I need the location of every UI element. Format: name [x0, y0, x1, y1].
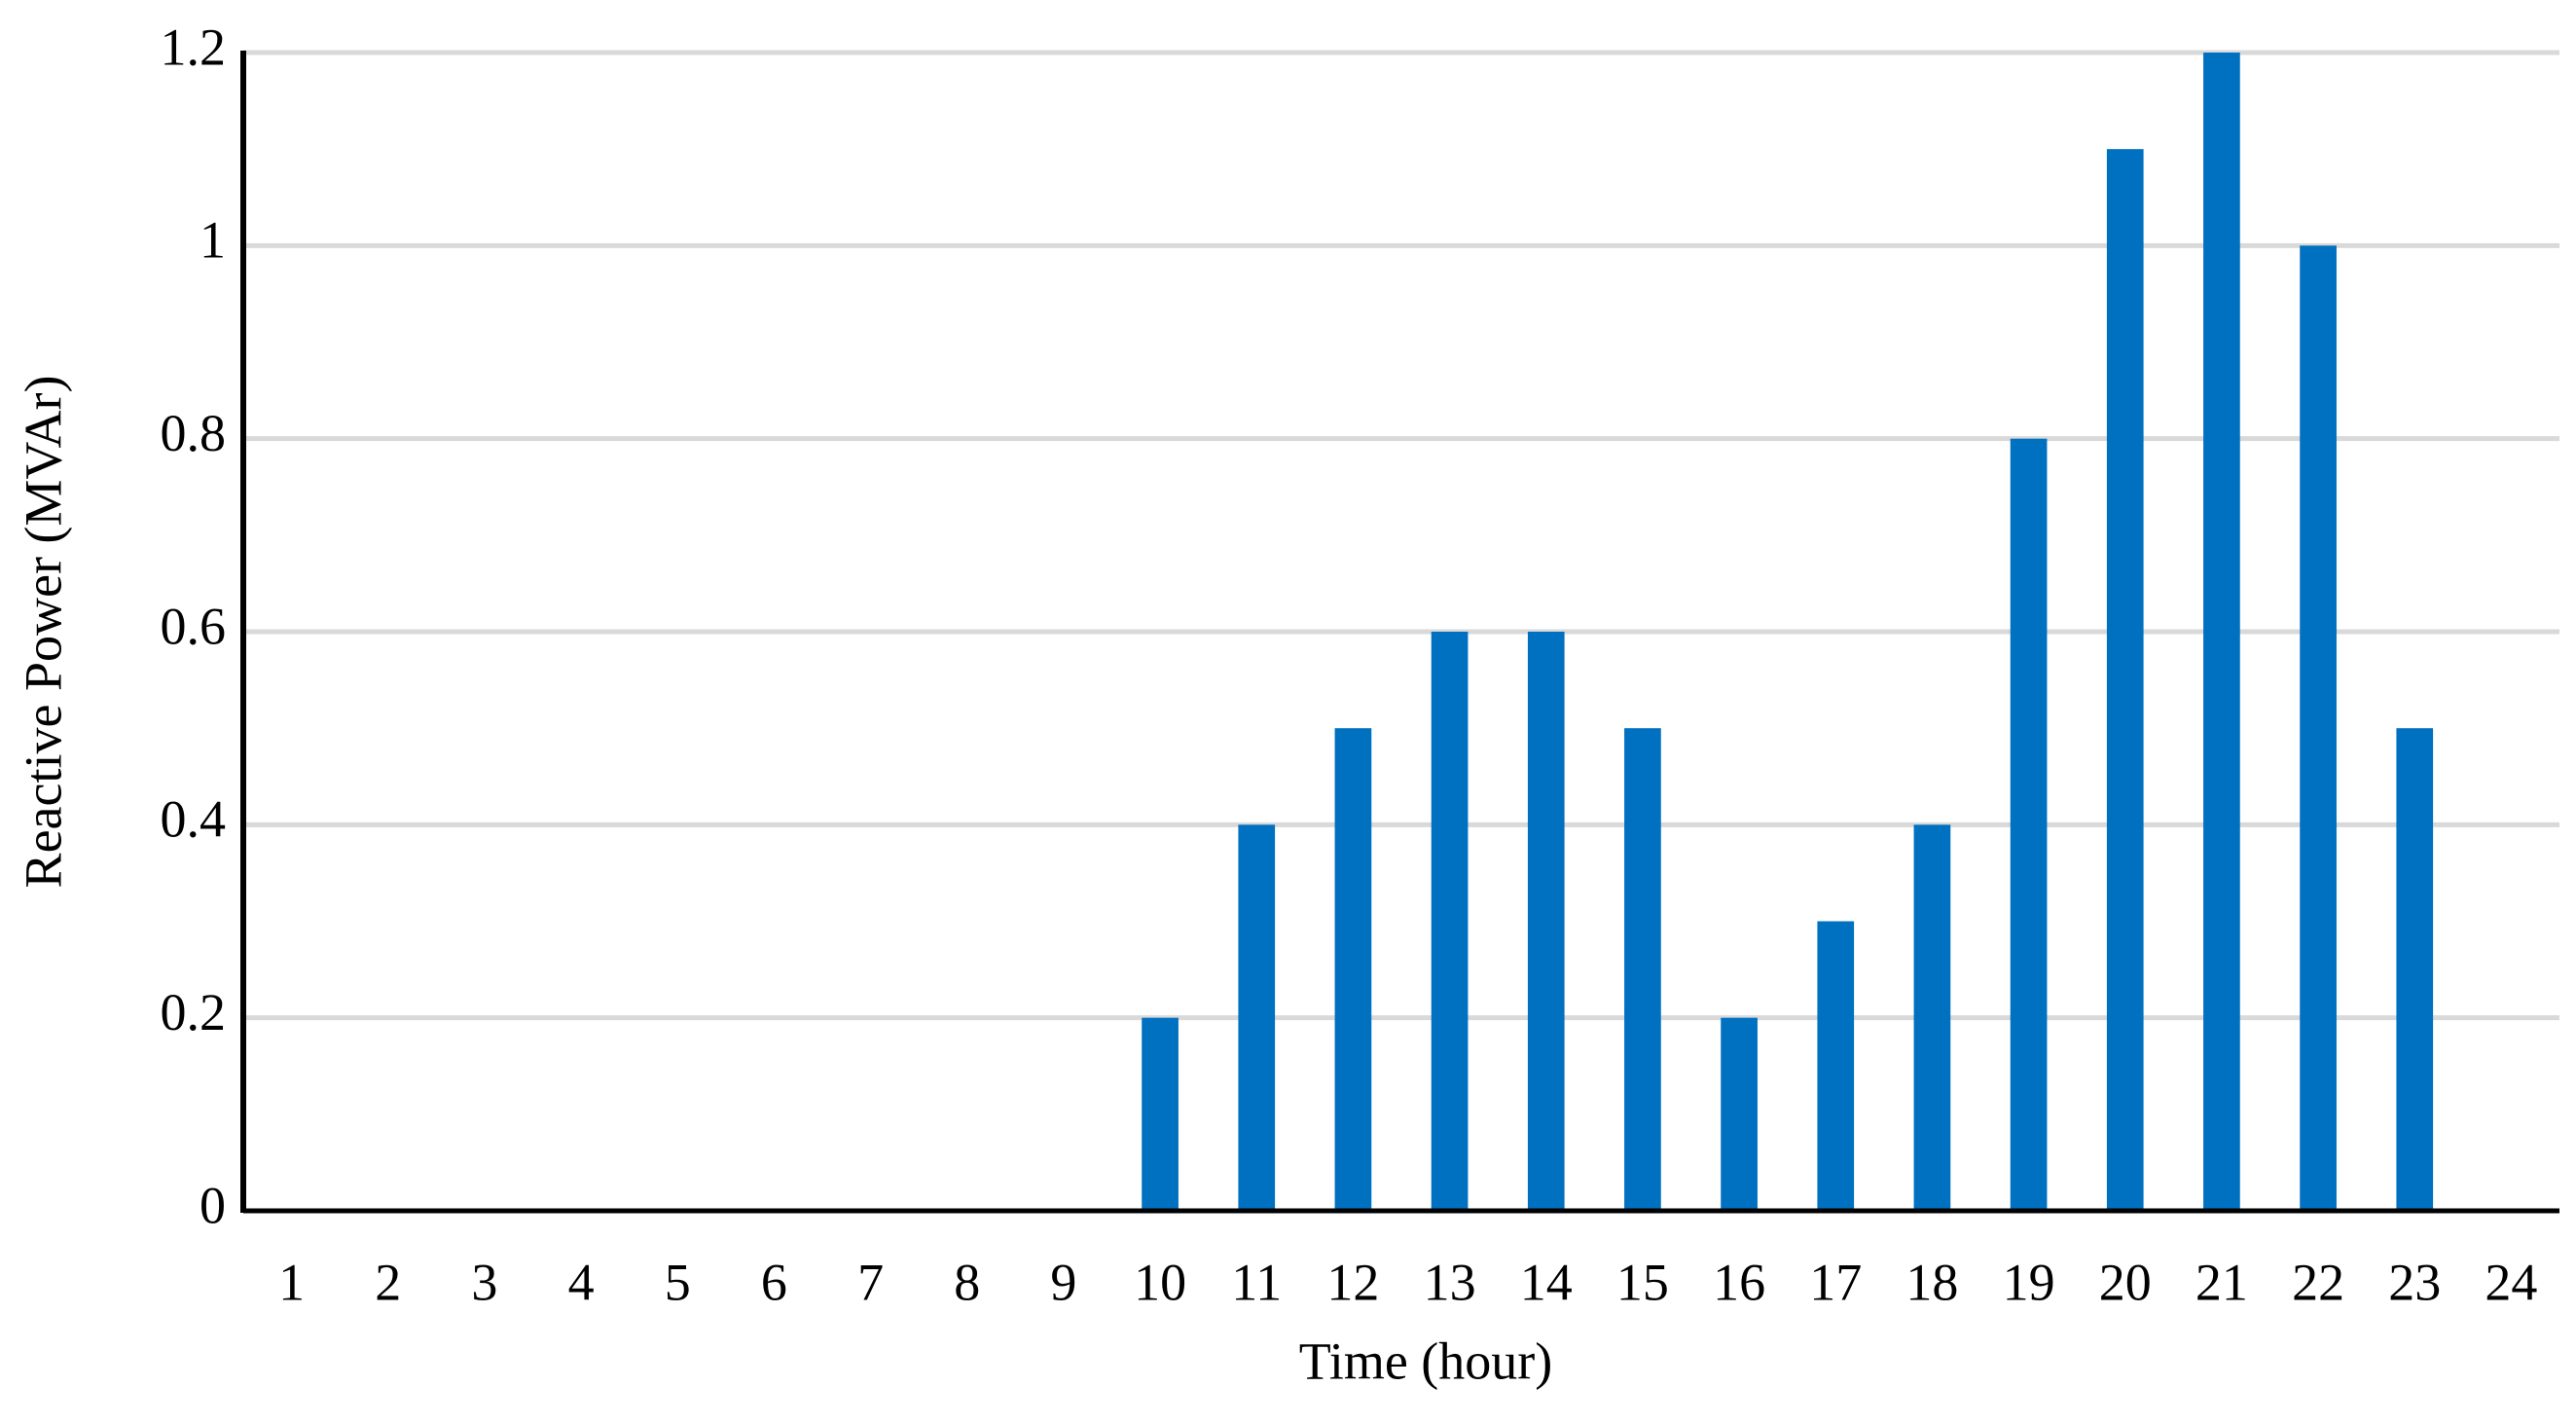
x-tick-label: 21	[2195, 1253, 2248, 1311]
x-tick-label: 12	[1326, 1253, 1379, 1311]
x-tick-label: 24	[2485, 1253, 2537, 1311]
x-tick-label: 9	[1050, 1253, 1076, 1311]
y-tick-label: 0.8	[161, 404, 227, 462]
bar	[1913, 824, 1951, 1211]
x-axis-title: Time (hour)	[1299, 1332, 1553, 1390]
bar	[1624, 728, 1661, 1211]
bar	[2300, 245, 2337, 1212]
x-tick-label: 17	[1809, 1253, 1862, 1311]
x-tick-label: 14	[1520, 1253, 1573, 1311]
x-tick-label: 6	[761, 1253, 787, 1311]
y-tick-label: 0	[200, 1176, 226, 1234]
x-tick-label: 2	[375, 1253, 401, 1311]
x-tick-label: 3	[471, 1253, 497, 1311]
bar	[1527, 632, 1565, 1211]
y-tick-label: 0.2	[161, 983, 227, 1041]
bar	[1238, 824, 1276, 1211]
x-tick-label: 20	[2099, 1253, 2152, 1311]
x-tick-label: 1	[278, 1253, 305, 1311]
x-tick-label: 15	[1616, 1253, 1669, 1311]
bar	[1142, 1017, 1179, 1211]
x-tick-label: 22	[2292, 1253, 2344, 1311]
x-tick-label: 10	[1134, 1253, 1186, 1311]
x-tick-label: 16	[1713, 1253, 1765, 1311]
x-tick-label: 18	[1905, 1253, 1958, 1311]
bar	[1817, 921, 1855, 1211]
x-tick-label: 19	[2003, 1253, 2055, 1311]
y-tick-label: 1	[200, 211, 226, 270]
x-tick-label: 11	[1231, 1253, 1282, 1311]
y-tick-label: 1.2	[161, 18, 227, 76]
y-axis-title: Reactive Power (MVAr)	[14, 376, 72, 889]
x-tick-label: 23	[2388, 1253, 2441, 1311]
x-tick-label: 7	[857, 1253, 884, 1311]
bar	[2106, 149, 2144, 1212]
x-tick-label: 13	[1424, 1253, 1476, 1311]
bar	[1431, 632, 1469, 1211]
x-tick-label: 5	[665, 1253, 691, 1311]
bar	[2396, 728, 2434, 1211]
bar	[2203, 53, 2240, 1211]
y-tick-label: 0.4	[161, 790, 227, 849]
bar	[1721, 1017, 1758, 1211]
bar	[1334, 728, 1372, 1211]
x-tick-label: 8	[954, 1253, 980, 1311]
bar	[2010, 438, 2048, 1212]
y-tick-label: 0.6	[161, 597, 227, 655]
x-tick-label: 4	[568, 1253, 595, 1311]
